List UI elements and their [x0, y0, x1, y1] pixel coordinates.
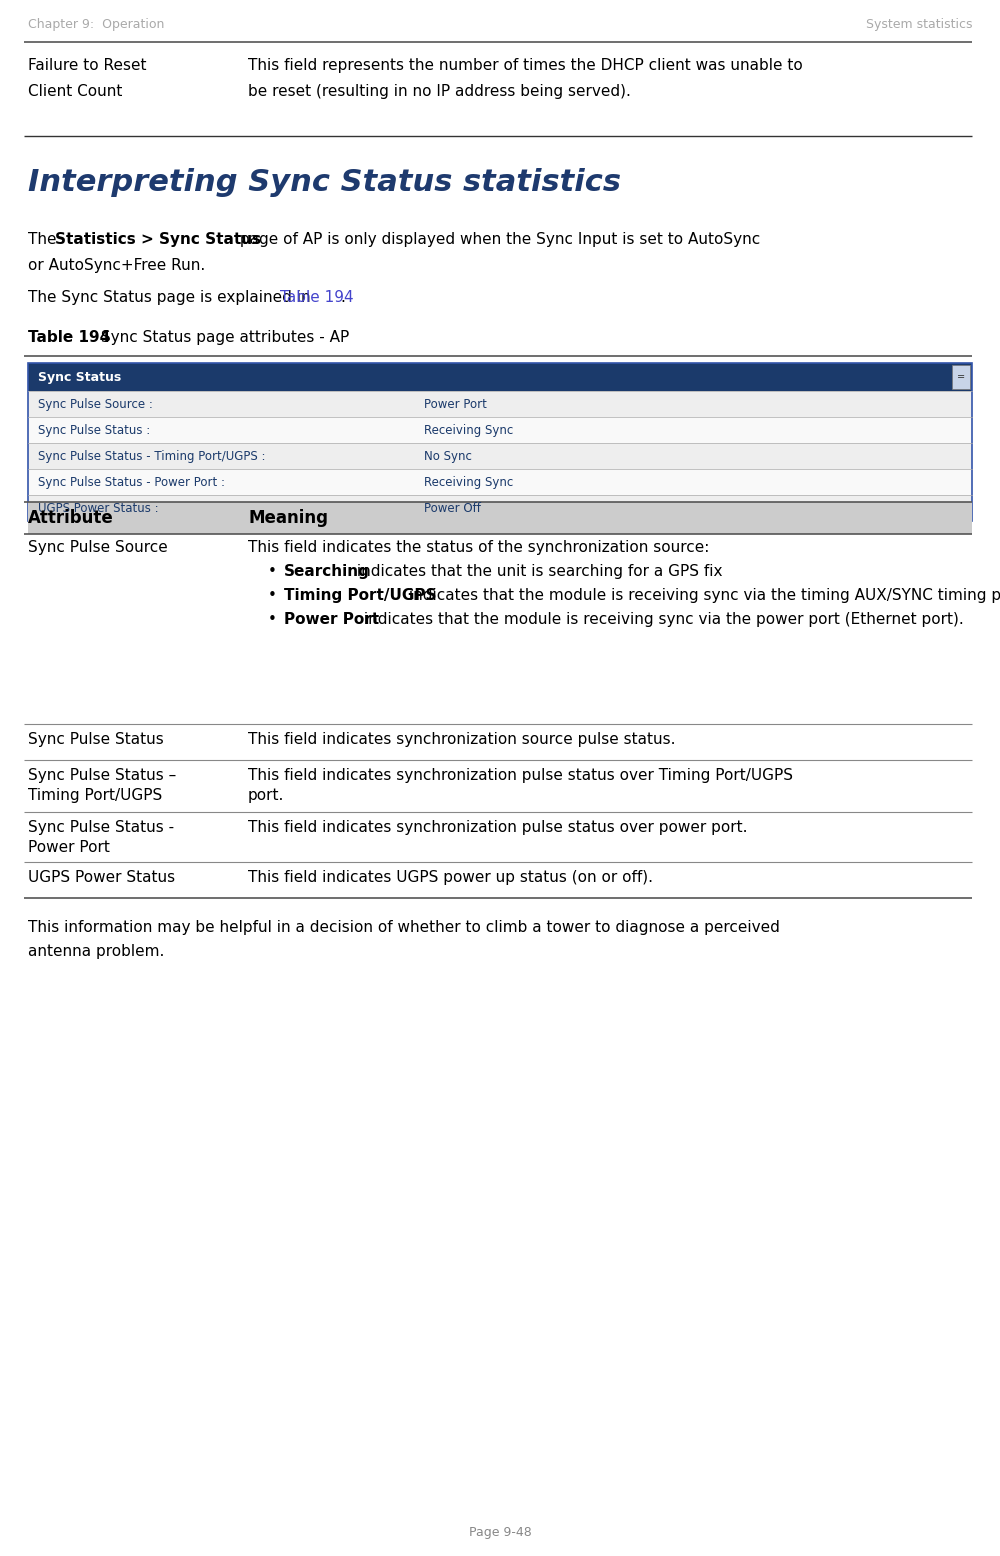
Text: System statistics: System statistics	[866, 19, 972, 31]
Text: Chapter 9:  Operation: Chapter 9: Operation	[28, 19, 164, 31]
Text: UGPS Power Status :: UGPS Power Status :	[38, 501, 159, 515]
Text: Page 9-48: Page 9-48	[469, 1526, 531, 1539]
Text: This field indicates synchronization pulse status over Timing Port/UGPS: This field indicates synchronization pul…	[248, 769, 793, 783]
Text: antenna problem.: antenna problem.	[28, 944, 164, 958]
Text: No Sync: No Sync	[424, 450, 472, 462]
Text: Meaning: Meaning	[248, 509, 328, 527]
Text: Sync Status page attributes - AP: Sync Status page attributes - AP	[96, 330, 349, 345]
Text: Table 194: Table 194	[28, 330, 110, 345]
Text: port.: port.	[248, 787, 284, 803]
Text: Timing Port/UGPS: Timing Port/UGPS	[28, 787, 162, 803]
Text: Sync Pulse Source :: Sync Pulse Source :	[38, 397, 153, 411]
Text: Sync Pulse Status: Sync Pulse Status	[28, 731, 164, 747]
Text: The Sync Status page is explained in: The Sync Status page is explained in	[28, 289, 316, 305]
Text: Attribute: Attribute	[28, 509, 114, 527]
Text: Client Count: Client Count	[28, 84, 122, 100]
Text: This information may be helpful in a decision of whether to climb a tower to dia: This information may be helpful in a dec…	[28, 920, 780, 935]
Text: Power Off: Power Off	[424, 501, 481, 515]
Bar	[28, 417, 972, 443]
Text: Power Port: Power Port	[424, 397, 487, 411]
Bar	[28, 363, 972, 391]
Text: .: .	[341, 289, 346, 305]
Text: indicates that the unit is searching for a GPS fix: indicates that the unit is searching for…	[352, 563, 722, 579]
Bar	[28, 443, 972, 468]
Text: =: =	[957, 372, 965, 383]
Text: This field represents the number of times the DHCP client was unable to: This field represents the number of time…	[248, 58, 803, 73]
Text: or AutoSync+Free Run.: or AutoSync+Free Run.	[28, 258, 205, 272]
Bar	[28, 495, 972, 521]
Text: •: •	[268, 563, 277, 579]
Text: Sync Status: Sync Status	[38, 370, 121, 383]
Text: This field indicates UGPS power up status (on or off).: This field indicates UGPS power up statu…	[248, 870, 653, 885]
Text: be reset (resulting in no IP address being served).: be reset (resulting in no IP address bei…	[248, 84, 631, 100]
Text: •: •	[268, 588, 277, 604]
Text: Receiving Sync: Receiving Sync	[424, 476, 514, 489]
Bar	[28, 503, 972, 534]
Text: This field indicates synchronization pulse status over power port.: This field indicates synchronization pul…	[248, 820, 748, 836]
Bar	[28, 391, 972, 417]
Text: This field indicates synchronization source pulse status.: This field indicates synchronization sou…	[248, 731, 676, 747]
Text: indicates that the module is receiving sync via the power port (Ethernet port).: indicates that the module is receiving s…	[359, 612, 964, 627]
Text: Power Port: Power Port	[284, 612, 379, 627]
Text: Sync Pulse Status - Timing Port/UGPS :: Sync Pulse Status - Timing Port/UGPS :	[38, 450, 266, 462]
Text: Statistics > Sync Status: Statistics > Sync Status	[55, 232, 261, 247]
Bar	[28, 468, 972, 495]
Bar	[952, 366, 970, 389]
Text: indicates that the module is receiving sync via the timing AUX/SYNC timing port: indicates that the module is receiving s…	[404, 588, 1000, 604]
Text: Sync Pulse Source: Sync Pulse Source	[28, 540, 168, 555]
Bar	[28, 363, 972, 521]
Text: Searching: Searching	[284, 563, 370, 579]
Text: Table 194: Table 194	[280, 289, 353, 305]
Text: Failure to Reset: Failure to Reset	[28, 58, 146, 73]
Text: page of AP is only displayed when the Sync Input is set to AutoSync: page of AP is only displayed when the Sy…	[235, 232, 760, 247]
Text: UGPS Power Status: UGPS Power Status	[28, 870, 175, 885]
Text: Interpreting Sync Status statistics: Interpreting Sync Status statistics	[28, 168, 621, 198]
Text: Sync Pulse Status –: Sync Pulse Status –	[28, 769, 176, 783]
Text: Sync Pulse Status - Power Port :: Sync Pulse Status - Power Port :	[38, 476, 225, 489]
Text: Power Port: Power Port	[28, 840, 110, 854]
Text: Receiving Sync: Receiving Sync	[424, 423, 514, 437]
Text: •: •	[268, 612, 277, 627]
Text: Sync Pulse Status :: Sync Pulse Status :	[38, 423, 150, 437]
Text: The: The	[28, 232, 61, 247]
Text: Timing Port/UGPS: Timing Port/UGPS	[284, 588, 436, 604]
Text: This field indicates the status of the synchronization source:: This field indicates the status of the s…	[248, 540, 709, 555]
Text: Sync Pulse Status -: Sync Pulse Status -	[28, 820, 174, 836]
